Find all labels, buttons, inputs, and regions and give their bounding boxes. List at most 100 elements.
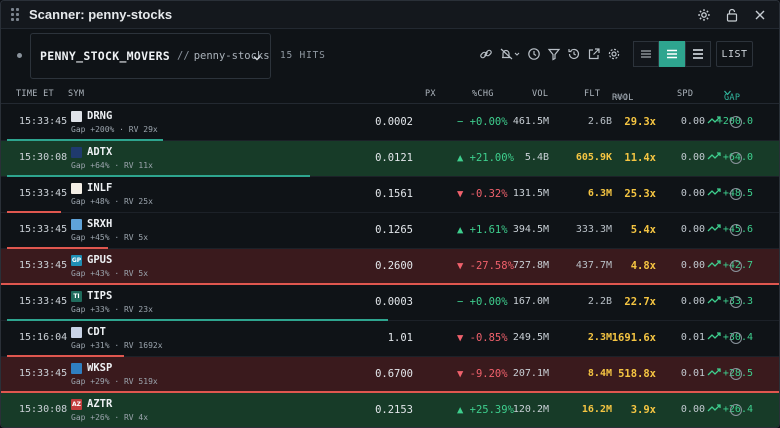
- row-float: 2.6B: [587, 116, 612, 127]
- row-action-icon[interactable]: [730, 368, 742, 380]
- row-action-icon[interactable]: [730, 224, 742, 236]
- row-rvol: 11.4x: [624, 152, 656, 164]
- row-action-icon[interactable]: [730, 404, 742, 416]
- row-volume: 249.5M: [512, 332, 549, 343]
- gear-icon[interactable]: [695, 6, 713, 24]
- trend-up-icon: [707, 187, 721, 200]
- row-price: 0.1265: [375, 224, 413, 236]
- row-volume: 167.0M: [512, 296, 549, 307]
- row-spread: 0.00: [680, 224, 705, 235]
- row-symbol[interactable]: ADTX: [87, 146, 113, 158]
- table-row[interactable]: 15:33:45 WKSP Gap +29% · RV 519x 0.6700 ▼ -9…: [1, 357, 779, 393]
- row-volume: 727.8M: [512, 260, 549, 271]
- titlebar: Scanner: penny-stocks: [1, 1, 779, 29]
- trend-up-icon: [707, 403, 721, 416]
- row-change: − +0.00%: [457, 296, 508, 308]
- row-spread: 0.00: [680, 152, 705, 163]
- row-change: ▼ -9.20%: [457, 368, 508, 380]
- drag-handle-icon[interactable]: [11, 8, 21, 22]
- row-action-icon[interactable]: [730, 260, 742, 272]
- toolbar: PENNY_STOCK_MOVERS // penny-stocks 15 HI…: [1, 30, 779, 84]
- col-chg[interactable]: %CHG: [472, 89, 494, 99]
- row-time: 15:33:45: [19, 188, 68, 199]
- row-rvol: 1691.6x: [611, 332, 656, 344]
- row-change: ▲ +25.39%: [457, 404, 514, 416]
- density-compact-icon[interactable]: [633, 41, 659, 67]
- history-icon[interactable]: [567, 43, 581, 65]
- table-header: TIME ET SYM PX %CHG VOL FLT RVOL ADJ SPD …: [1, 85, 779, 104]
- table-row[interactable]: 15:33:45 SRXH Gap +45% · RV 5x 0.1265 ▲ +1.6…: [1, 213, 779, 249]
- row-volume: 120.2M: [512, 404, 549, 415]
- ticker-logo-icon: [71, 219, 82, 230]
- row-action-icon[interactable]: [730, 188, 742, 200]
- hits-count: 15 HITS: [280, 50, 326, 61]
- table-row[interactable]: 15:16:04 CDT Gap +31% · RV 1692x 1.01 ▼ -0.8…: [1, 321, 779, 357]
- col-spd[interactable]: SPD: [677, 89, 694, 99]
- link-icon[interactable]: [479, 43, 493, 65]
- table-row[interactable]: 15:30:08 AZ AZTR Gap +26% · RV 4x 0.2153 ▲ +2…: [1, 393, 779, 427]
- row-float: 333.3M: [575, 224, 612, 235]
- table-row[interactable]: 15:33:45 INLF Gap +48% · RV 25x 0.1561 ▼ -0.…: [1, 177, 779, 213]
- row-symbol[interactable]: AZTR: [87, 398, 113, 410]
- filter-icon[interactable]: [547, 43, 561, 65]
- density-comfortable-icon[interactable]: [685, 41, 711, 67]
- row-symbol[interactable]: INLF: [87, 182, 113, 194]
- row-volume: 394.5M: [512, 224, 549, 235]
- row-meta: Gap +48% · RV 25x: [71, 197, 153, 206]
- row-time: 15:33:45: [19, 296, 68, 307]
- row-volume: 5.4B: [524, 152, 549, 163]
- row-symbol[interactable]: WKSP: [87, 362, 113, 374]
- col-gap[interactable]: GAP: [724, 89, 740, 103]
- row-float: 2.3M: [587, 332, 612, 343]
- table-row[interactable]: 15:33:45 TI TIPS Gap +33% · RV 23x 0.0003 − +…: [1, 285, 779, 321]
- export-icon[interactable]: [587, 43, 601, 65]
- row-volume: 461.5M: [512, 116, 549, 127]
- table-row[interactable]: 15:33:45 GP GPUS Gap +43% · RV 5x 0.2600 ▼ -2…: [1, 249, 779, 285]
- row-action-icon[interactable]: [730, 296, 742, 308]
- bell-off-icon[interactable]: [499, 43, 521, 65]
- row-meta: Gap +200% · RV 29x: [71, 125, 158, 134]
- density-normal-icon[interactable]: [659, 41, 685, 67]
- col-rvol-sub: ADJ: [615, 93, 628, 101]
- row-meta: Gap +33% · RV 23x: [71, 305, 153, 314]
- row-float: 16.2M: [581, 404, 612, 415]
- row-symbol[interactable]: TIPS: [87, 290, 113, 302]
- list-view-button[interactable]: LIST: [716, 41, 753, 67]
- row-progress-bar: [7, 211, 61, 213]
- row-price: 0.0002: [375, 116, 413, 128]
- table-row[interactable]: 15:33:45 DRNG Gap +200% · RV 29x 0.0002 − +0…: [1, 105, 779, 141]
- row-progress-bar: [7, 175, 310, 177]
- lock-icon[interactable]: [723, 6, 741, 24]
- close-icon[interactable]: [751, 6, 769, 24]
- sort-desc-icon: [724, 90, 731, 96]
- row-price: 0.2153: [375, 404, 413, 416]
- row-time: 15:33:45: [19, 368, 68, 379]
- row-symbol[interactable]: DRNG: [87, 110, 113, 122]
- row-time: 15:33:45: [19, 224, 68, 235]
- row-action-icon[interactable]: [730, 116, 742, 128]
- trend-up-icon: [707, 367, 721, 380]
- col-rvol-label: RVOL: [612, 93, 634, 103]
- row-symbol[interactable]: SRXH: [87, 218, 113, 230]
- row-action-icon[interactable]: [730, 152, 742, 164]
- col-px[interactable]: PX: [425, 89, 436, 99]
- scanner-selector[interactable]: PENNY_STOCK_MOVERS // penny-stocks: [30, 33, 271, 79]
- table-row[interactable]: 15:30:08 ADTX Gap +64% · RV 11x 0.0121 ▲ +21…: [1, 141, 779, 177]
- col-vol[interactable]: VOL: [532, 89, 549, 99]
- col-time[interactable]: TIME ET: [16, 89, 54, 99]
- row-symbol[interactable]: GPUS: [87, 254, 113, 266]
- col-gap-label: GAP: [724, 93, 741, 103]
- row-price: 1.01: [387, 332, 413, 344]
- row-symbol[interactable]: CDT: [87, 326, 106, 338]
- col-sym[interactable]: SYM: [68, 89, 85, 99]
- row-progress-bar: [7, 355, 124, 357]
- clock-icon[interactable]: [527, 43, 541, 65]
- col-flt[interactable]: FLT: [584, 89, 601, 99]
- trend-up-icon: [707, 259, 721, 272]
- row-time: 15:33:45: [19, 260, 68, 271]
- row-action-icon[interactable]: [730, 332, 742, 344]
- trend-up-icon: [707, 223, 721, 236]
- scanner-separator: //: [177, 50, 190, 62]
- settings-icon[interactable]: [607, 43, 621, 65]
- row-price: 0.0121: [375, 152, 413, 164]
